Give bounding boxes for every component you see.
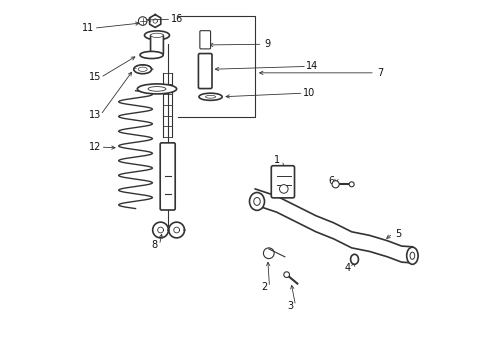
Circle shape (263, 248, 274, 258)
Ellipse shape (199, 93, 222, 100)
Text: 1: 1 (273, 156, 279, 165)
Text: 6: 6 (327, 176, 333, 186)
FancyBboxPatch shape (271, 166, 294, 198)
Ellipse shape (138, 67, 147, 71)
Ellipse shape (148, 87, 165, 91)
Text: 13: 13 (89, 110, 101, 120)
Text: 2: 2 (261, 282, 267, 292)
Ellipse shape (253, 198, 260, 205)
Ellipse shape (134, 65, 151, 74)
Circle shape (279, 185, 287, 193)
Text: 12: 12 (89, 142, 101, 152)
Ellipse shape (150, 33, 163, 37)
Text: 14: 14 (305, 62, 318, 71)
Text: 8: 8 (151, 240, 157, 250)
Ellipse shape (350, 254, 358, 264)
Ellipse shape (137, 84, 176, 94)
Circle shape (283, 272, 289, 278)
Text: 4: 4 (344, 262, 350, 273)
Circle shape (348, 182, 353, 187)
Text: 7: 7 (376, 68, 383, 78)
Text: 16: 16 (170, 14, 183, 24)
FancyBboxPatch shape (200, 31, 210, 49)
Text: 3: 3 (286, 301, 293, 311)
Ellipse shape (249, 193, 264, 210)
Text: 9: 9 (264, 39, 270, 49)
Text: 11: 11 (82, 23, 94, 33)
Ellipse shape (409, 252, 414, 259)
Ellipse shape (406, 247, 417, 264)
Text: 10: 10 (302, 88, 314, 98)
Text: 15: 15 (89, 72, 101, 82)
Ellipse shape (144, 31, 169, 40)
Ellipse shape (140, 51, 163, 59)
Circle shape (331, 181, 339, 188)
Ellipse shape (205, 95, 215, 98)
Circle shape (138, 17, 147, 25)
Text: 5: 5 (394, 229, 401, 239)
FancyBboxPatch shape (198, 54, 212, 89)
FancyBboxPatch shape (160, 143, 175, 210)
FancyBboxPatch shape (150, 35, 163, 54)
